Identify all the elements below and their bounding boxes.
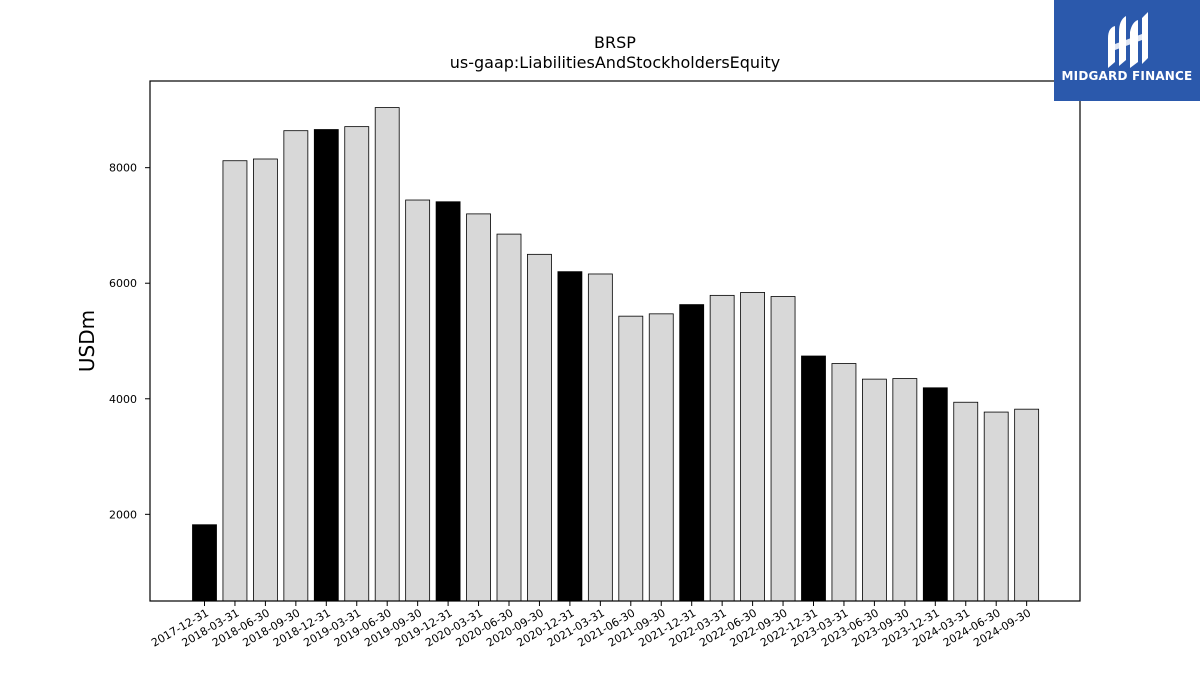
y-tick-label: 8000 [109, 162, 137, 175]
y-axis-label: USDm [75, 310, 99, 372]
y-tick-label: 4000 [109, 393, 137, 406]
logo-text: MIDGARD FINANCE [1061, 69, 1193, 83]
bar-2021-06-30 [618, 315, 644, 602]
bar-2024-09-30 [1014, 408, 1040, 602]
bar-2020-03-31 [466, 213, 491, 602]
y-axis-ticks: 2000 4000 6000 8000 [109, 162, 150, 521]
y-tick-label: 6000 [109, 277, 137, 290]
bar-2023-09-30 [892, 378, 918, 602]
bar-2020-09-30 [527, 253, 552, 602]
bar-2019-09-30 [405, 199, 431, 602]
midgard-logo-icon [1108, 12, 1148, 68]
bar-2023-06-30 [862, 378, 887, 602]
bar-2022-03-31 [709, 294, 735, 602]
bar-2018-12-31 [313, 129, 339, 602]
bar-2019-12-31 [435, 201, 461, 602]
x-axis-ticks: 2017-12-312018-03-312018-06-302018-09-30… [149, 601, 1033, 650]
chart-title: BRSP [594, 33, 636, 52]
y-tick-label: 2000 [109, 508, 137, 521]
bar-2022-09-30 [770, 296, 796, 602]
bar-2020-06-30 [496, 233, 522, 602]
bar-2021-03-31 [587, 273, 613, 602]
brand-logo: MIDGARD FINANCE [1054, 0, 1200, 101]
bar-2024-03-31 [953, 401, 979, 602]
bar-2024-06-30 [983, 411, 1009, 602]
bars-group [192, 107, 1040, 602]
bar-2021-09-30 [648, 313, 674, 602]
bar-2018-03-31 [222, 160, 248, 602]
bar-2018-06-30 [252, 158, 278, 602]
bar-2020-12-31 [557, 271, 583, 602]
bar-2019-03-31 [344, 126, 370, 602]
bar-2022-06-30 [740, 292, 765, 602]
bar-2019-06-30 [374, 107, 400, 602]
bar-2023-03-31 [831, 363, 857, 602]
bar-2021-12-31 [679, 304, 705, 602]
bar-2022-12-31 [801, 355, 826, 602]
plot-frame [149, 80, 1081, 602]
chart-subtitle: us-gaap:LiabilitiesAndStockholdersEquity [450, 53, 781, 72]
bar-2018-09-30 [283, 130, 309, 602]
bar-2017-12-31 [192, 524, 217, 602]
bar-2023-12-31 [922, 387, 948, 602]
